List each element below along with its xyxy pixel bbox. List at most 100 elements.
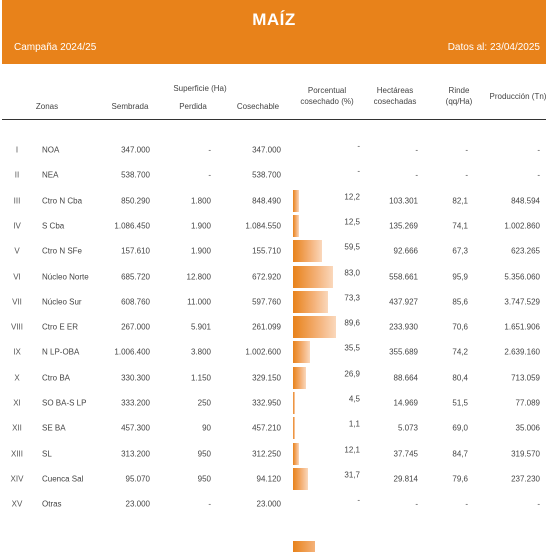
cell-pct-cosechado: 31,7	[344, 470, 360, 480]
zone-number: VII	[12, 297, 22, 307]
cell-cosechable: 329.150	[252, 373, 281, 383]
pct-bar	[293, 265, 333, 288]
cell-perdida: 950	[197, 449, 211, 459]
zone-name: Ctro E ER	[42, 322, 79, 332]
cell-produccion: 35.006	[515, 423, 540, 433]
cell-sembrada: 1.006.400	[114, 347, 150, 357]
cell-hectareas: 355.689	[389, 347, 418, 357]
cell-hectareas: 88.664	[393, 373, 418, 383]
cell-rinde: -	[465, 170, 468, 180]
data-date-label: Datos al: 23/04/2025	[447, 42, 540, 53]
cell-pct-cosechado: 83,0	[344, 267, 360, 277]
cell-perdida: 3.800	[190, 347, 211, 357]
zone-name: Ctro N SFe	[42, 246, 83, 256]
table-row: III Ctro N Cba 850.290 1.800 848.490 12,2 103.…	[0, 189, 556, 213]
cell-perdida: -	[208, 170, 211, 180]
cell-rinde: 95,9	[452, 272, 468, 281]
cell-hectareas: -	[415, 499, 418, 509]
cell-rinde: -	[465, 145, 468, 155]
cell-produccion: -	[537, 499, 540, 509]
cell-rinde: 67,3	[452, 246, 468, 256]
cell-hectareas: 103.301	[389, 196, 418, 206]
cell-perdida: 11.000	[187, 297, 211, 307]
table-row: XV Otras 23.000 - 23.000 - - - -	[0, 492, 556, 516]
total-pct-bar	[293, 541, 315, 552]
cell-perdida: 12.800	[186, 272, 211, 281]
cell-sembrada: 538.700	[121, 170, 150, 180]
cell-sembrada: 347.000	[121, 145, 150, 155]
cell-perdida: 250	[197, 398, 211, 408]
cell-pct-cosechado: -	[357, 495, 360, 505]
zone-number: III	[13, 196, 21, 206]
cell-perdida: -	[208, 499, 211, 509]
cell-hectareas: -	[415, 145, 418, 155]
zone-name: Núcleo Sur	[42, 297, 82, 307]
table-row: V Ctro N SFe 157.610 1.900 155.710 59,5 92.666…	[0, 239, 556, 263]
zone-number: VIII	[10, 322, 23, 332]
col-header-cosechable: Cosechable	[236, 102, 280, 111]
zone-name: NOA	[42, 145, 60, 155]
pct-bar	[293, 214, 299, 237]
cell-sembrada: 23.000	[125, 499, 150, 509]
cell-rinde: 80,4	[452, 373, 468, 383]
zone-name: Otras	[42, 499, 62, 509]
cell-sembrada: 330.300	[121, 373, 150, 383]
cell-rinde: -	[465, 499, 468, 509]
cell-produccion: 1.651.906	[504, 322, 540, 332]
table-row: IX N LP-OBA 1.006.400 3.800 1.002.600 35,5 355…	[0, 340, 556, 364]
cell-rinde: 84,7	[452, 449, 468, 459]
cell-perdida: 90	[202, 423, 211, 433]
cell-produccion: 237.230	[511, 474, 540, 484]
cell-cosechable: 312.250	[252, 449, 281, 459]
page-title: MAÍZ	[252, 10, 296, 29]
cell-sembrada: 457.300	[121, 423, 150, 433]
cell-cosechable: 261.099	[252, 322, 281, 332]
table-row: VII Núcleo Sur 608.760 11.000 597.760 73,3 437…	[0, 290, 556, 314]
cell-sembrada: 1.086.450	[114, 221, 150, 231]
cell-sembrada: 608.760	[121, 297, 150, 307]
cell-pct-cosechado: 35,5	[344, 343, 360, 353]
cell-perdida: 1.900	[190, 246, 211, 256]
cell-rinde: 74,1	[452, 221, 468, 231]
table-row: XIV Cuenca Sal 95.070 950 94.120 31,7 29.814 79…	[0, 467, 556, 491]
cell-rinde: 85,6	[452, 297, 468, 307]
cell-pct-cosechado: -	[357, 141, 360, 151]
cell-cosechable: 1.084.550	[245, 221, 281, 231]
zone-number: VI	[13, 272, 21, 281]
cell-produccion: 2.639.160	[504, 347, 540, 357]
zone-name: Ctro N Cba	[42, 196, 83, 206]
cell-hectareas: 558.661	[389, 272, 418, 281]
zone-name: NEA	[42, 170, 59, 180]
cell-produccion: 1.002.860	[504, 221, 540, 231]
col-header-rinde-line2: (qq/Ha)	[445, 97, 473, 106]
campaign-label: Campaña 2024/25	[14, 42, 97, 53]
cell-rinde: 74,2	[452, 347, 468, 357]
pct-bar	[293, 442, 299, 465]
col-header-porcentual-line2: cosechado (%)	[300, 97, 354, 106]
zone-number: XII	[12, 423, 22, 433]
cell-cosechable: 332.950	[252, 398, 281, 408]
col-header-produccion: Producción (Tn)	[489, 92, 547, 101]
cell-hectareas: 233.930	[389, 322, 418, 332]
cell-pct-cosechado: 59,5	[344, 242, 360, 252]
zone-number: X	[14, 373, 20, 383]
table-row: XI SO BA-S LP 333.200 250 332.950 4,5 14.969 51…	[0, 391, 556, 415]
cell-produccion: 848.594	[511, 196, 540, 206]
cell-perdida: 1.900	[190, 221, 211, 231]
cell-produccion: 623.265	[511, 246, 540, 256]
header-divider	[2, 119, 546, 120]
cell-pct-cosechado: 1,1	[348, 419, 360, 429]
zone-number: V	[14, 246, 20, 256]
cell-pct-cosechado: 26,9	[344, 369, 360, 379]
zone-name: Núcleo Norte	[42, 272, 89, 281]
cell-rinde: 51,5	[452, 398, 468, 408]
col-header-superficie: Superficie (Ha)	[173, 84, 227, 93]
table-row: VI Núcleo Norte 685.720 12.800 672.920 83,0 55…	[0, 265, 556, 289]
cell-cosechable: 94.120	[256, 474, 281, 484]
pct-bar	[293, 341, 311, 364]
cell-cosechable: 457.210	[252, 423, 281, 433]
cell-cosechable: 23.000	[256, 499, 281, 509]
cell-perdida: -	[208, 145, 211, 155]
cell-hectareas: -	[415, 170, 418, 180]
col-header-hectareas: Hectáreas cosechadas	[363, 85, 427, 107]
